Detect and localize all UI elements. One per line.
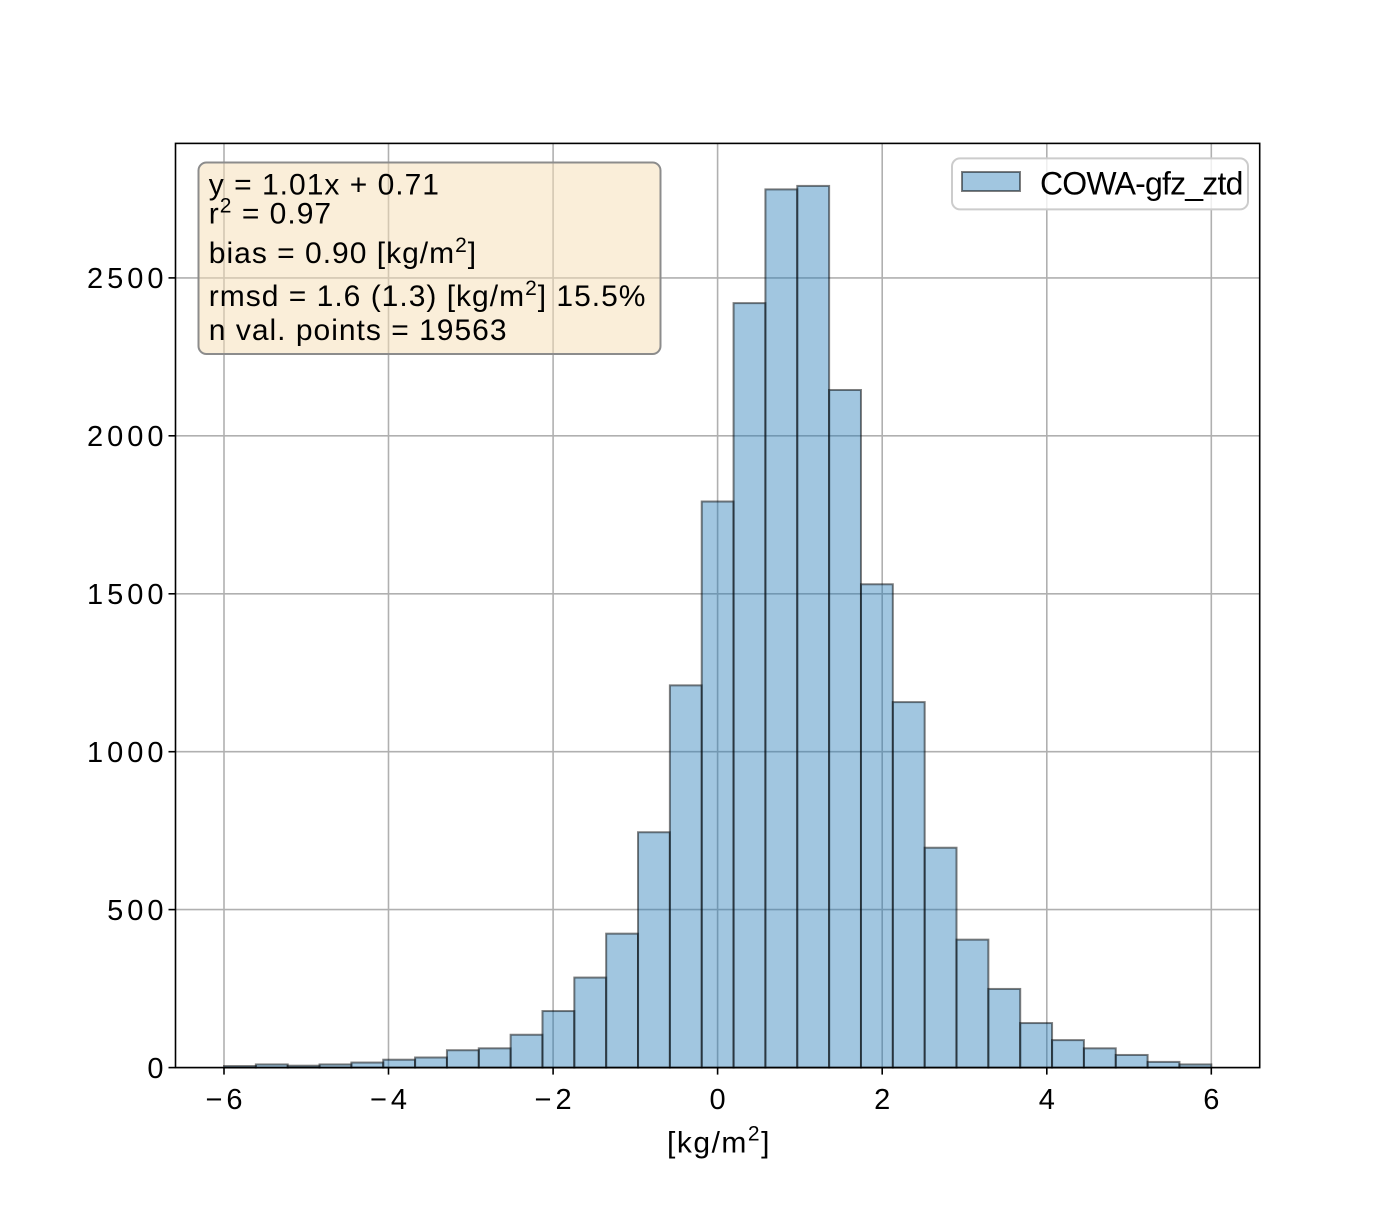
svg-text:−6: −6 [205, 1084, 246, 1116]
svg-text:1000: 1000 [87, 737, 168, 769]
svg-text:rmsd = 1.6 (1.3) [kg/m2] 15.5%: rmsd = 1.6 (1.3) [kg/m2] 15.5% [209, 277, 647, 313]
svg-text:2500: 2500 [87, 263, 168, 295]
svg-text:−2: −2 [535, 1084, 576, 1116]
svg-text:1500: 1500 [87, 579, 168, 611]
svg-text:500: 500 [107, 895, 167, 927]
svg-text:0: 0 [710, 1084, 730, 1116]
svg-text:y = 1.01x + 0.71: y = 1.01x + 0.71 [209, 168, 440, 201]
svg-text:0: 0 [147, 1053, 167, 1085]
svg-text:−4: −4 [370, 1084, 411, 1116]
svg-text:COWA-gfz_ztd: COWA-gfz_ztd [1040, 166, 1243, 202]
svg-text:2000: 2000 [87, 421, 168, 453]
svg-text:2: 2 [874, 1084, 894, 1116]
svg-text:4: 4 [1039, 1084, 1059, 1116]
svg-text:6: 6 [1203, 1084, 1223, 1116]
svg-text:bias = 0.90 [kg/m2]: bias = 0.90 [kg/m2] [209, 234, 477, 270]
svg-text:n val. points = 19563: n val. points = 19563 [209, 314, 508, 347]
